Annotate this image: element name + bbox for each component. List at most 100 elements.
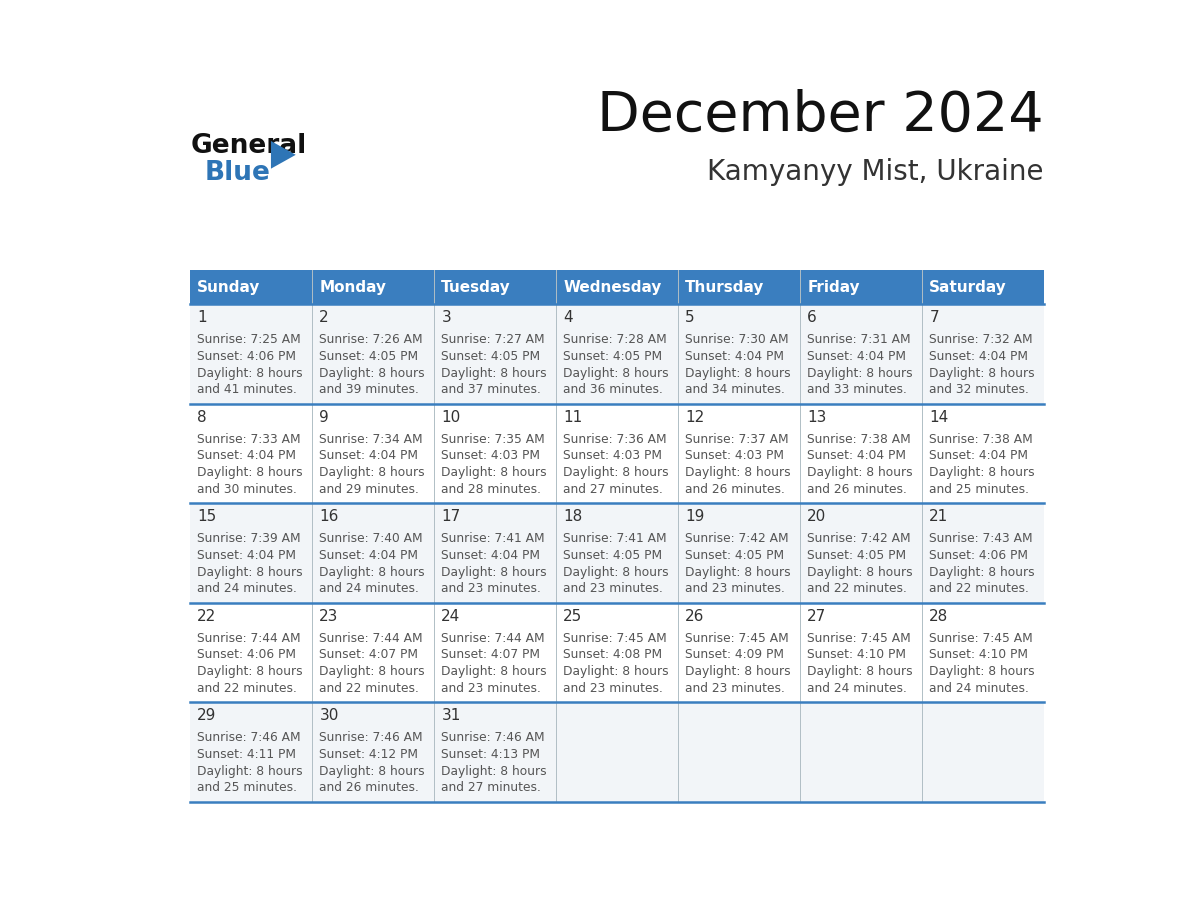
Text: and 25 minutes.: and 25 minutes. bbox=[929, 483, 1029, 496]
Text: Sunrise: 7:45 AM: Sunrise: 7:45 AM bbox=[685, 632, 789, 645]
Text: 18: 18 bbox=[563, 509, 582, 524]
Text: Sunrise: 7:41 AM: Sunrise: 7:41 AM bbox=[441, 532, 545, 545]
Text: Sunrise: 7:42 AM: Sunrise: 7:42 AM bbox=[808, 532, 911, 545]
Text: 30: 30 bbox=[320, 709, 339, 723]
Text: Sunrise: 7:45 AM: Sunrise: 7:45 AM bbox=[563, 632, 668, 645]
Text: Daylight: 8 hours: Daylight: 8 hours bbox=[685, 466, 791, 479]
Text: Daylight: 8 hours: Daylight: 8 hours bbox=[197, 765, 303, 778]
Text: Sunset: 4:06 PM: Sunset: 4:06 PM bbox=[197, 350, 296, 363]
Text: 9: 9 bbox=[320, 409, 329, 425]
Text: General: General bbox=[191, 133, 308, 159]
Bar bbox=[190, 304, 1043, 404]
Text: Sunrise: 7:44 AM: Sunrise: 7:44 AM bbox=[197, 632, 301, 645]
Text: Daylight: 8 hours: Daylight: 8 hours bbox=[929, 665, 1035, 678]
Text: Sunset: 4:11 PM: Sunset: 4:11 PM bbox=[197, 748, 296, 761]
Text: and 22 minutes.: and 22 minutes. bbox=[197, 681, 297, 695]
Text: and 41 minutes.: and 41 minutes. bbox=[197, 383, 297, 397]
Text: 29: 29 bbox=[197, 709, 216, 723]
Text: Daylight: 8 hours: Daylight: 8 hours bbox=[441, 366, 546, 379]
Text: Daylight: 8 hours: Daylight: 8 hours bbox=[197, 366, 303, 379]
Bar bbox=[190, 270, 1043, 304]
Text: Daylight: 8 hours: Daylight: 8 hours bbox=[320, 665, 425, 678]
Text: Daylight: 8 hours: Daylight: 8 hours bbox=[929, 466, 1035, 479]
Text: Thursday: Thursday bbox=[685, 280, 765, 295]
Text: Sunset: 4:04 PM: Sunset: 4:04 PM bbox=[808, 350, 906, 363]
Text: and 28 minutes.: and 28 minutes. bbox=[441, 483, 542, 496]
Text: 2: 2 bbox=[320, 310, 329, 325]
Text: Daylight: 8 hours: Daylight: 8 hours bbox=[197, 665, 303, 678]
Text: and 37 minutes.: and 37 minutes. bbox=[441, 383, 542, 397]
Text: Daylight: 8 hours: Daylight: 8 hours bbox=[563, 565, 669, 578]
Text: Sunrise: 7:46 AM: Sunrise: 7:46 AM bbox=[441, 732, 545, 744]
Text: Daylight: 8 hours: Daylight: 8 hours bbox=[808, 366, 914, 379]
Text: 25: 25 bbox=[563, 609, 582, 624]
Text: and 26 minutes.: and 26 minutes. bbox=[808, 483, 908, 496]
Text: Sunrise: 7:46 AM: Sunrise: 7:46 AM bbox=[320, 732, 423, 744]
Text: Kamyanyy Mist, Ukraine: Kamyanyy Mist, Ukraine bbox=[707, 158, 1043, 185]
Text: Sunset: 4:04 PM: Sunset: 4:04 PM bbox=[197, 450, 296, 463]
Text: 16: 16 bbox=[320, 509, 339, 524]
Text: Daylight: 8 hours: Daylight: 8 hours bbox=[808, 565, 914, 578]
Text: 28: 28 bbox=[929, 609, 948, 624]
Text: and 36 minutes.: and 36 minutes. bbox=[563, 383, 663, 397]
Text: Daylight: 8 hours: Daylight: 8 hours bbox=[808, 466, 914, 479]
Bar bbox=[190, 702, 1043, 801]
Text: 13: 13 bbox=[808, 409, 827, 425]
Text: Sunrise: 7:26 AM: Sunrise: 7:26 AM bbox=[320, 333, 423, 346]
Text: and 30 minutes.: and 30 minutes. bbox=[197, 483, 297, 496]
Text: Sunset: 4:04 PM: Sunset: 4:04 PM bbox=[320, 549, 418, 562]
Text: Sunset: 4:05 PM: Sunset: 4:05 PM bbox=[320, 350, 418, 363]
Text: and 22 minutes.: and 22 minutes. bbox=[320, 681, 419, 695]
Text: and 24 minutes.: and 24 minutes. bbox=[320, 582, 419, 595]
Text: Sunrise: 7:36 AM: Sunrise: 7:36 AM bbox=[563, 433, 666, 446]
Text: Sunrise: 7:40 AM: Sunrise: 7:40 AM bbox=[320, 532, 423, 545]
Text: and 24 minutes.: and 24 minutes. bbox=[197, 582, 297, 595]
Text: and 23 minutes.: and 23 minutes. bbox=[685, 681, 785, 695]
Text: 21: 21 bbox=[929, 509, 948, 524]
Text: Sunset: 4:05 PM: Sunset: 4:05 PM bbox=[808, 549, 906, 562]
Text: Sunrise: 7:38 AM: Sunrise: 7:38 AM bbox=[929, 433, 1034, 446]
Text: Sunset: 4:07 PM: Sunset: 4:07 PM bbox=[441, 648, 541, 662]
Bar bbox=[190, 602, 1043, 702]
Text: Sunrise: 7:38 AM: Sunrise: 7:38 AM bbox=[808, 433, 911, 446]
Text: and 32 minutes.: and 32 minutes. bbox=[929, 383, 1029, 397]
Text: Daylight: 8 hours: Daylight: 8 hours bbox=[441, 565, 546, 578]
Text: 31: 31 bbox=[441, 709, 461, 723]
Text: Sunset: 4:04 PM: Sunset: 4:04 PM bbox=[320, 450, 418, 463]
Text: 26: 26 bbox=[685, 609, 704, 624]
Text: Sunrise: 7:31 AM: Sunrise: 7:31 AM bbox=[808, 333, 911, 346]
Text: Sunset: 4:07 PM: Sunset: 4:07 PM bbox=[320, 648, 418, 662]
Text: Sunset: 4:04 PM: Sunset: 4:04 PM bbox=[808, 450, 906, 463]
Text: and 24 minutes.: and 24 minutes. bbox=[929, 681, 1029, 695]
Text: and 23 minutes.: and 23 minutes. bbox=[685, 582, 785, 595]
Bar bbox=[190, 404, 1043, 503]
Text: Saturday: Saturday bbox=[929, 280, 1007, 295]
Text: and 39 minutes.: and 39 minutes. bbox=[320, 383, 419, 397]
Text: Sunrise: 7:27 AM: Sunrise: 7:27 AM bbox=[441, 333, 545, 346]
Text: 20: 20 bbox=[808, 509, 827, 524]
Text: and 27 minutes.: and 27 minutes. bbox=[563, 483, 663, 496]
Text: and 26 minutes.: and 26 minutes. bbox=[320, 781, 419, 794]
Text: and 24 minutes.: and 24 minutes. bbox=[808, 681, 908, 695]
Text: 7: 7 bbox=[929, 310, 939, 325]
Text: 4: 4 bbox=[563, 310, 573, 325]
Text: Sunset: 4:04 PM: Sunset: 4:04 PM bbox=[441, 549, 541, 562]
Text: and 22 minutes.: and 22 minutes. bbox=[929, 582, 1029, 595]
Text: 10: 10 bbox=[441, 409, 461, 425]
Text: and 29 minutes.: and 29 minutes. bbox=[320, 483, 419, 496]
Text: Blue: Blue bbox=[204, 160, 270, 185]
Text: Daylight: 8 hours: Daylight: 8 hours bbox=[320, 765, 425, 778]
Text: 12: 12 bbox=[685, 409, 704, 425]
Polygon shape bbox=[271, 141, 296, 169]
Text: Daylight: 8 hours: Daylight: 8 hours bbox=[685, 565, 791, 578]
Text: Sunday: Sunday bbox=[197, 280, 260, 295]
Text: 8: 8 bbox=[197, 409, 207, 425]
Text: and 22 minutes.: and 22 minutes. bbox=[808, 582, 908, 595]
Text: Daylight: 8 hours: Daylight: 8 hours bbox=[320, 565, 425, 578]
Text: Sunrise: 7:42 AM: Sunrise: 7:42 AM bbox=[685, 532, 789, 545]
Text: Daylight: 8 hours: Daylight: 8 hours bbox=[441, 665, 546, 678]
Text: Friday: Friday bbox=[808, 280, 860, 295]
Text: Daylight: 8 hours: Daylight: 8 hours bbox=[197, 565, 303, 578]
Text: 11: 11 bbox=[563, 409, 582, 425]
Text: Sunset: 4:10 PM: Sunset: 4:10 PM bbox=[929, 648, 1029, 662]
